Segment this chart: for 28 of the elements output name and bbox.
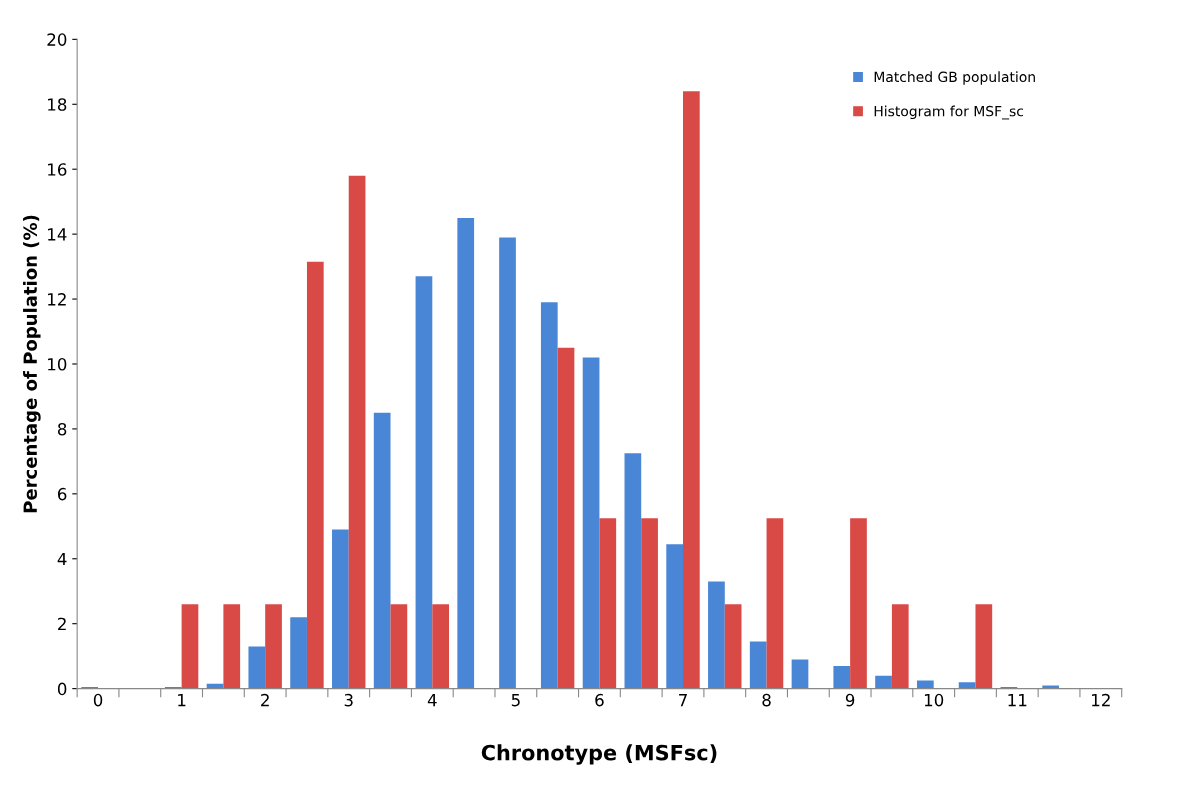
y-tick-label: 20 (47, 33, 67, 46)
y-tick-label: 4 (57, 552, 67, 566)
x-tick-label: 7 (679, 694, 687, 707)
y-tick-label: 12 (48, 293, 66, 306)
x-tick-label: 0 (93, 693, 103, 707)
y-tick-label: 18 (48, 98, 67, 111)
y-tick-label: 6 (57, 487, 67, 501)
y-tick-label: 14 (48, 228, 67, 241)
x-tick-label: 6 (595, 693, 604, 707)
x-tick-label: 1 (178, 694, 186, 707)
y-tick-label: 16 (48, 163, 67, 176)
x-tick-label: 3 (344, 693, 353, 707)
x-tick-label: 12 (1092, 693, 1110, 707)
legend-label: Matched GB population (874, 71, 1035, 85)
x-tick-label: 11 (1008, 694, 1027, 707)
y-tick-label: 0 (57, 682, 67, 696)
x-tick-label: 8 (762, 693, 771, 707)
x-axis-title: Chronotype (MSFsc) (481, 744, 717, 765)
x-tick-label: 4 (427, 694, 437, 707)
y-tick-label: 2 (58, 617, 66, 631)
y-tick-label: 8 (57, 422, 67, 436)
x-tick-label: 10 (924, 693, 944, 707)
y-axis-title: Percentage of Population (%) (23, 215, 41, 513)
x-tick-label: 9 (845, 693, 855, 707)
y-tick-label: 10 (48, 357, 67, 371)
legend-label: Histogram for MSF_sc (874, 105, 1024, 120)
x-tick-label: 2 (261, 693, 269, 707)
x-tick-label: 5 (511, 694, 520, 707)
